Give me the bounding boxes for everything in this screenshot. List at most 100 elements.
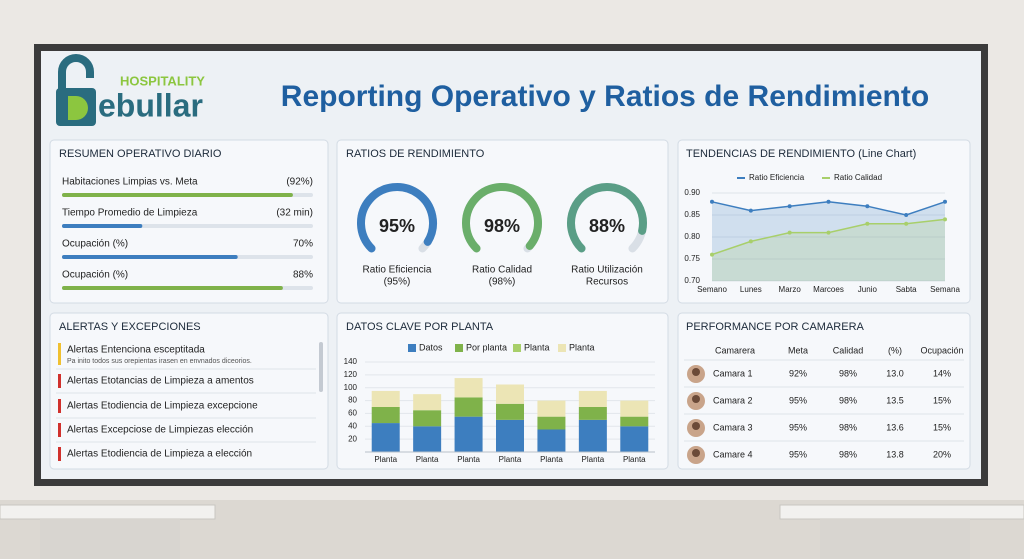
point bbox=[787, 230, 792, 235]
y-tick-label: 0.80 bbox=[684, 232, 700, 241]
bar-segment bbox=[620, 400, 649, 417]
column-header: Meta bbox=[788, 345, 808, 355]
column-header: Calidad bbox=[833, 345, 864, 355]
alert-text: Alertas Etodiencia de Limpieza excepcion… bbox=[67, 401, 258, 412]
point bbox=[943, 199, 947, 204]
column-header: Camarera bbox=[715, 345, 755, 355]
y-tick-label: 0.90 bbox=[684, 188, 700, 197]
metric-value: (32 min) bbox=[276, 208, 313, 219]
panel-title: TENDENCIAS DE RENDIMIENTO (Line Chart) bbox=[686, 148, 916, 160]
desk-base bbox=[40, 519, 180, 559]
bar-segment bbox=[620, 426, 649, 452]
table-cell: Camara 3 bbox=[713, 422, 753, 432]
table-cell: 95% bbox=[789, 449, 807, 459]
y-tick-label: 40 bbox=[348, 421, 357, 430]
y-tick-label: 20 bbox=[348, 434, 357, 443]
area bbox=[712, 219, 945, 281]
progress-bar bbox=[62, 286, 283, 290]
avatar-head bbox=[692, 368, 700, 376]
avatar-head bbox=[692, 449, 700, 457]
table-cell: 13.0 bbox=[886, 368, 904, 378]
x-tick-label: Planta bbox=[540, 455, 563, 464]
avatar-head bbox=[692, 395, 700, 403]
gauge-label: Ratio Eficiencia bbox=[363, 265, 432, 276]
alert-text: Alertas Entenciona esceptitada bbox=[67, 345, 205, 356]
bar-segment bbox=[578, 419, 607, 452]
panel-title: RESUMEN OPERATIVO DIARIO bbox=[59, 148, 222, 160]
gauge-detail: (98%) bbox=[489, 277, 516, 288]
brand-small: HOSPITALITY bbox=[120, 73, 205, 88]
logo bbox=[56, 54, 96, 126]
bar-segment bbox=[371, 407, 400, 424]
bar-segment bbox=[537, 400, 566, 417]
bar-segment bbox=[371, 390, 400, 407]
table-cell: 98% bbox=[839, 368, 857, 378]
gauge-label: Ratio Calidad bbox=[472, 265, 532, 276]
y-tick-label: 80 bbox=[348, 396, 357, 405]
metric-label: Ocupación (%) bbox=[62, 239, 128, 250]
panel bbox=[49, 139, 329, 304]
gauge-value: 88% bbox=[589, 216, 625, 236]
point bbox=[826, 199, 831, 204]
x-tick-label: Planta bbox=[457, 455, 480, 464]
x-tick-label: Planta bbox=[582, 455, 605, 464]
alert-indicator bbox=[58, 423, 61, 437]
progress-bar bbox=[62, 193, 293, 197]
y-tick-label: 0.85 bbox=[684, 210, 700, 219]
gauge-arc bbox=[357, 183, 437, 253]
gauge-detail: (95%) bbox=[384, 277, 411, 288]
panel-title: ALERTAS Y EXCEPCIONES bbox=[59, 321, 201, 333]
avatar-head bbox=[692, 422, 700, 430]
metric-label: Tiempo Promedio de Limpieza bbox=[62, 208, 198, 219]
bar-segment bbox=[371, 423, 400, 452]
y-tick-label: 140 bbox=[344, 357, 358, 366]
bar-segment bbox=[413, 410, 442, 427]
point bbox=[826, 230, 831, 235]
y-tick-label: 0.75 bbox=[684, 254, 700, 263]
table-cell: 95% bbox=[789, 395, 807, 405]
x-tick-label: Sabta bbox=[896, 285, 917, 294]
area bbox=[712, 201, 945, 281]
alert-text: Alertas Etotancias de Limpieza a amentos bbox=[67, 376, 254, 387]
table-cell: 98% bbox=[839, 422, 857, 432]
table-cell: 13.6 bbox=[886, 422, 904, 432]
alert-indicator bbox=[58, 399, 61, 413]
alert-detail: Pa inito todos sus orepientas irasen en … bbox=[67, 358, 252, 365]
panel bbox=[677, 312, 971, 470]
desk bbox=[0, 504, 216, 520]
table-cell: 98% bbox=[839, 395, 857, 405]
point bbox=[865, 204, 870, 209]
scrollbar[interactable] bbox=[319, 342, 323, 392]
x-tick-label: Semano bbox=[697, 285, 727, 294]
bar-segment bbox=[496, 403, 524, 420]
legend-label: Planta bbox=[524, 342, 550, 352]
metric-value: 70% bbox=[293, 239, 313, 250]
metric-label: Ocupación (%) bbox=[62, 270, 128, 281]
point bbox=[748, 239, 753, 244]
alert-indicator bbox=[58, 447, 61, 461]
bar-segment bbox=[620, 416, 649, 427]
gauge-arc bbox=[567, 183, 647, 253]
legend-label: Datos bbox=[419, 342, 443, 352]
bar-segment bbox=[578, 407, 607, 420]
gauge-arc bbox=[462, 183, 542, 253]
y-tick-label: 60 bbox=[348, 409, 357, 418]
legend-label: Ratio Eficiencia bbox=[749, 173, 805, 182]
x-tick-label: Junio bbox=[858, 285, 878, 294]
legend-swatch bbox=[408, 344, 416, 352]
panel-title: RATIOS DE RENDIMIENTO bbox=[346, 148, 485, 160]
y-tick-label: 100 bbox=[344, 383, 358, 392]
panel-title: DATOS CLAVE POR PLANTA bbox=[346, 321, 494, 333]
gauge-value: 95% bbox=[379, 216, 415, 236]
alert-text: Alertas Etodiencia de Limpieza a elecció… bbox=[67, 449, 252, 460]
table-cell: Camare 4 bbox=[713, 449, 753, 459]
point bbox=[865, 221, 870, 226]
bar-segment bbox=[537, 416, 566, 430]
bar-segment bbox=[454, 397, 483, 417]
progress-bar bbox=[62, 255, 238, 259]
column-header: Ocupación bbox=[920, 345, 963, 355]
x-tick-label: Semana bbox=[930, 285, 960, 294]
x-tick-label: Planta bbox=[623, 455, 646, 464]
bar-segment bbox=[578, 390, 607, 407]
